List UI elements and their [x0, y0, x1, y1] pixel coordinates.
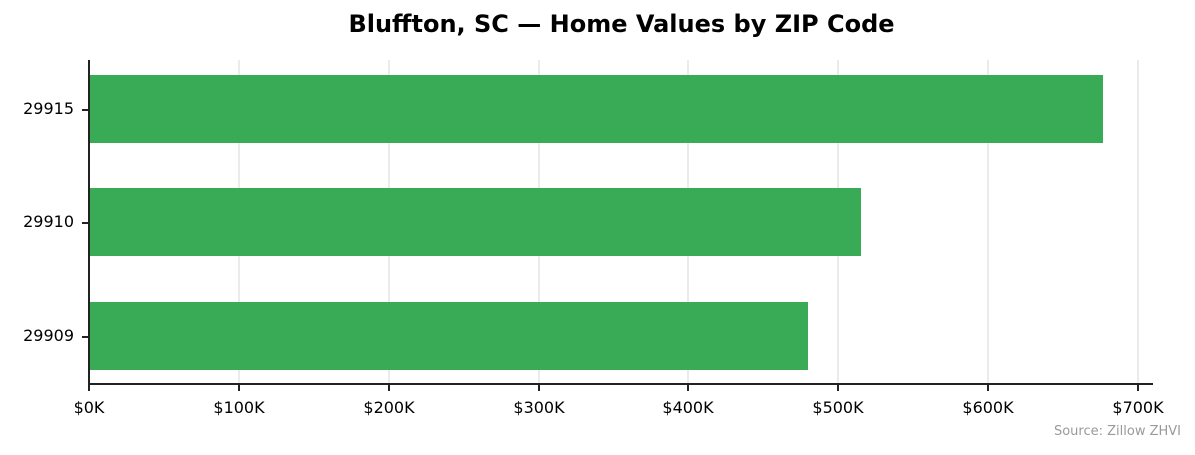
bar-29910: [89, 188, 861, 256]
x-axis: [88, 383, 1153, 385]
chart-title: Bluffton, SC — Home Values by ZIP Code: [348, 10, 895, 38]
x-tick: [837, 385, 839, 391]
x-tick: [238, 385, 240, 391]
x-tick: [538, 385, 540, 391]
plot-area: [89, 60, 1153, 384]
x-tick: [1137, 385, 1139, 391]
x-tick: [88, 385, 90, 391]
gridline: [1137, 60, 1139, 384]
gridline: [987, 60, 989, 384]
x-label: $100K: [213, 398, 265, 417]
x-tick: [987, 385, 989, 391]
y-tick: [82, 336, 88, 338]
x-label: $200K: [363, 398, 415, 417]
y-tick: [82, 109, 88, 111]
bar-29915: [89, 75, 1103, 143]
x-label: $500K: [812, 398, 864, 417]
y-label-29909: 29909: [23, 326, 74, 345]
x-label: $600K: [962, 398, 1014, 417]
x-label: $300K: [513, 398, 565, 417]
y-tick: [82, 222, 88, 224]
x-label: $700K: [1112, 398, 1164, 417]
y-label-29915: 29915: [23, 99, 74, 118]
x-tick: [388, 385, 390, 391]
x-label: $0K: [73, 398, 105, 417]
bar-29909: [89, 302, 808, 370]
x-label: $400K: [662, 398, 714, 417]
y-label-29910: 29910: [23, 212, 74, 231]
source-note: Source: Zillow ZHVI: [1053, 424, 1181, 439]
x-tick: [687, 385, 689, 391]
y-axis: [88, 60, 90, 385]
